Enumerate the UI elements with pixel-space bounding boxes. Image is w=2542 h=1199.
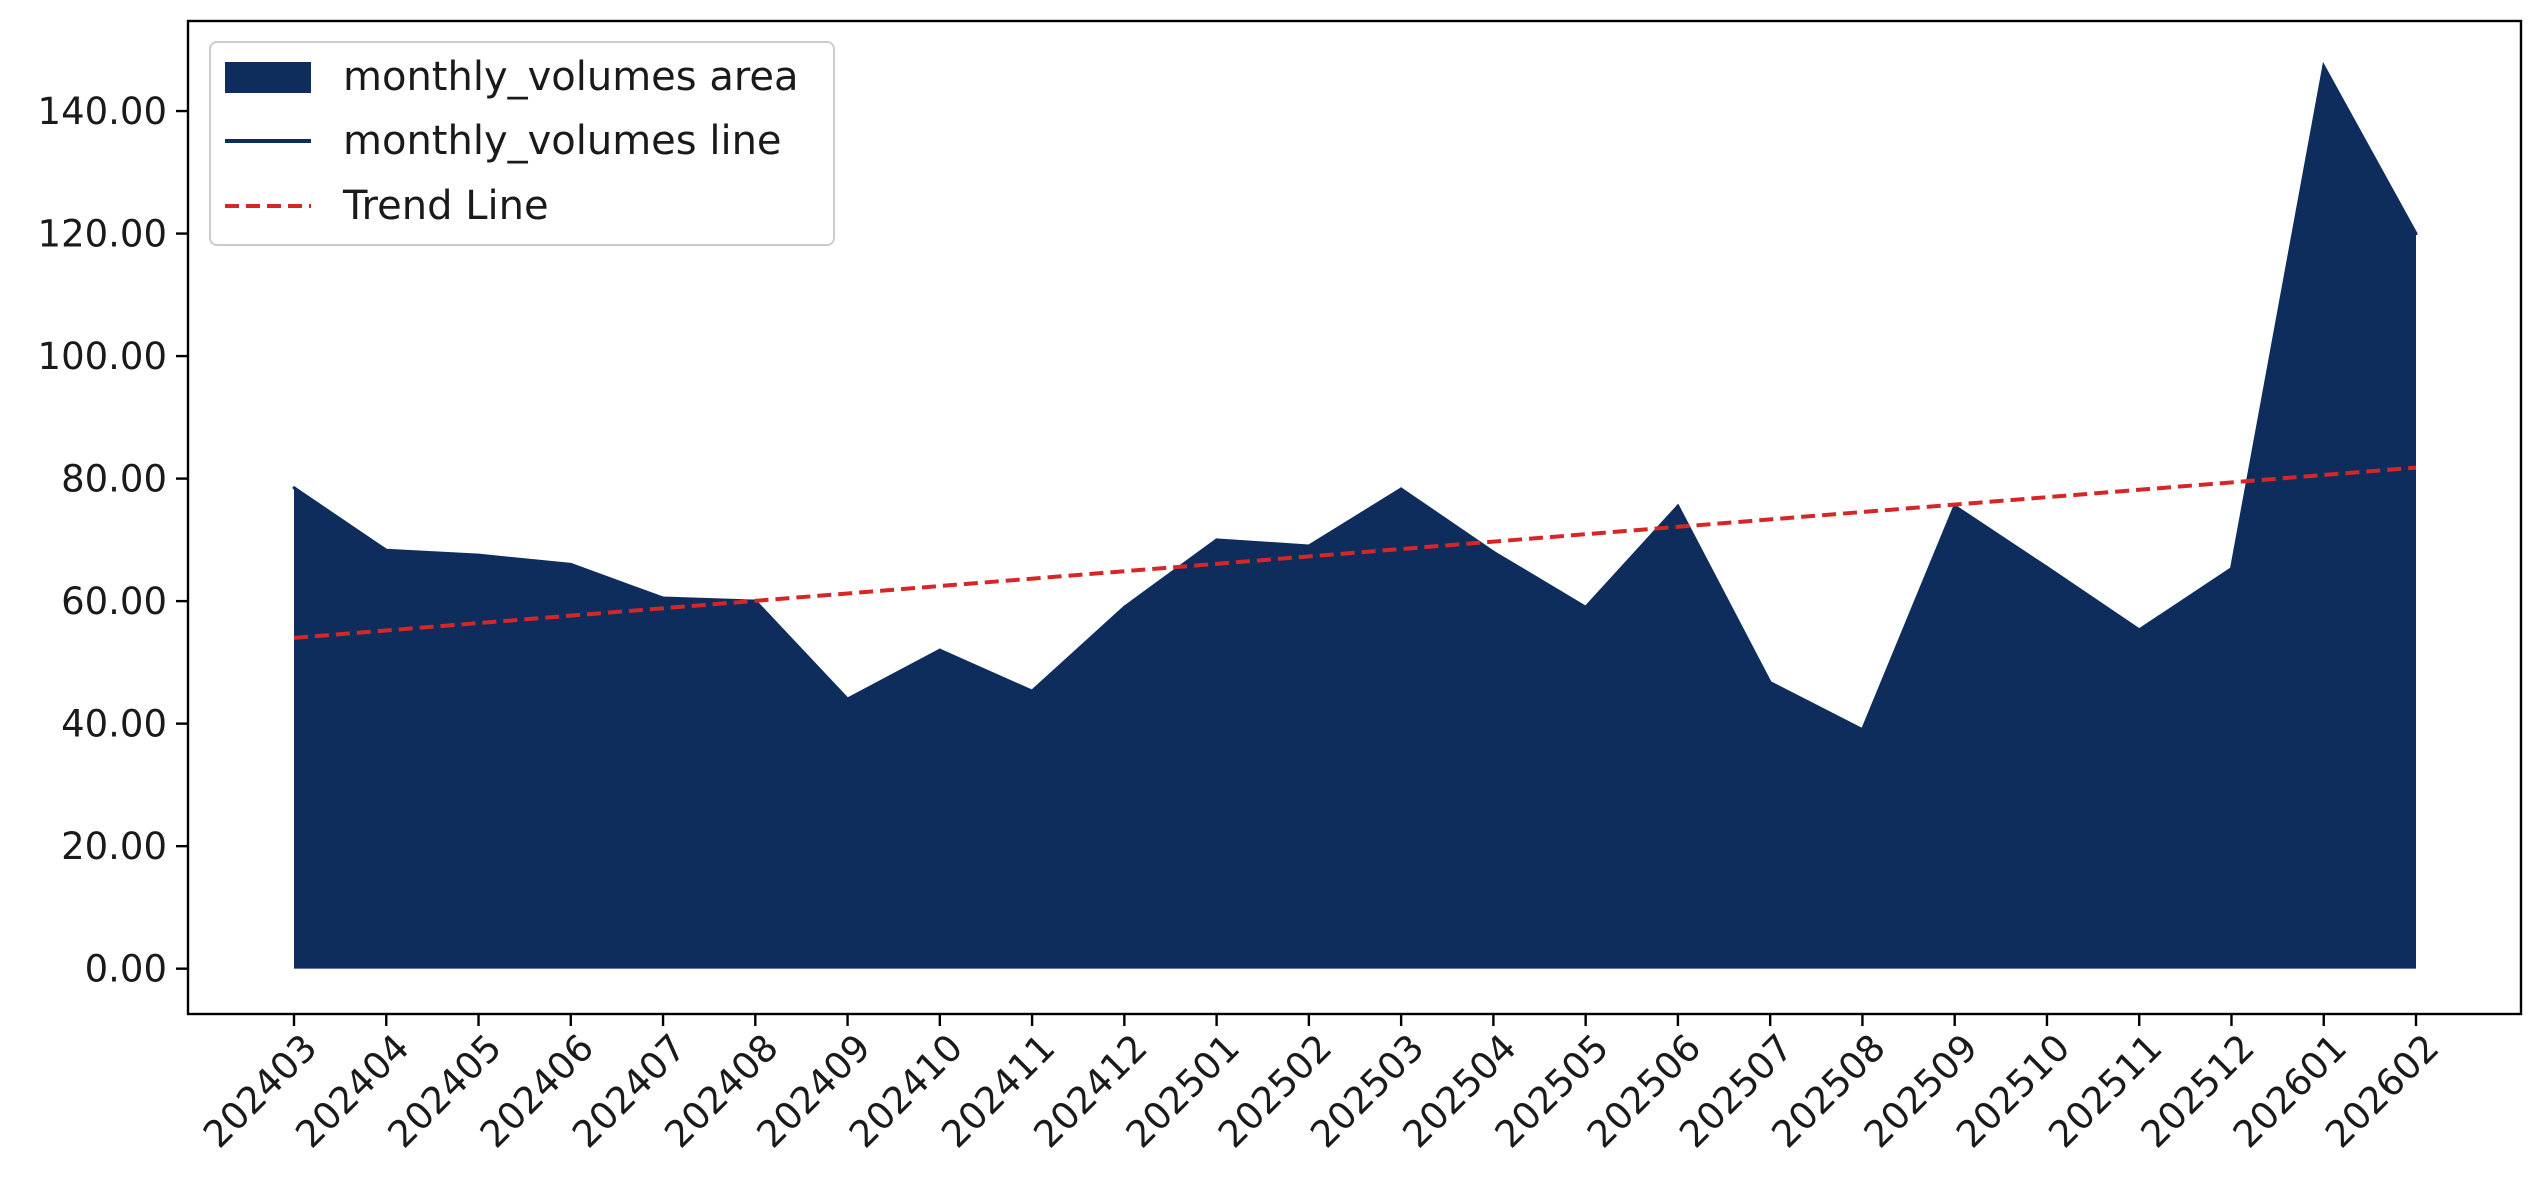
legend-box: [209, 41, 835, 246]
data-point: [2229, 567, 2233, 571]
trend-line: [293, 465, 2417, 640]
y-tick-label: 140.00: [38, 90, 167, 133]
legend-label-area: monthly_volumes area: [343, 54, 799, 100]
data-point: [661, 596, 665, 600]
plot-frame: [186, 19, 2523, 1016]
legend-swatch-area: [225, 62, 311, 93]
data-point: [2137, 628, 2141, 632]
data-point: [569, 562, 573, 566]
data-point: [2414, 232, 2418, 236]
data-point: [1491, 550, 1495, 554]
data-point: [1399, 487, 1403, 491]
line-series-monthly-volumes: [293, 61, 2418, 732]
data-point: [938, 648, 942, 652]
data-point: [1030, 689, 1034, 693]
data-point: [2322, 64, 2326, 68]
data-point: [384, 548, 388, 552]
data-point: [1768, 681, 1772, 685]
data-point: [846, 697, 850, 701]
legend-label-trend: Trend Line: [342, 183, 549, 229]
data-point: [477, 553, 481, 557]
data-point: [292, 486, 296, 490]
y-tick-label: 20.00: [61, 825, 167, 868]
y-tick-label: 80.00: [61, 458, 167, 501]
y-tick-label: 100.00: [38, 335, 167, 378]
legend: monthly_volumes area monthly_volumes line…: [209, 41, 835, 246]
y-tick-label: 60.00: [61, 580, 167, 623]
data-point: [1860, 728, 1864, 732]
data-point: [2045, 565, 2049, 569]
data-point: [1122, 605, 1126, 609]
y-tick-label: 0.00: [85, 948, 167, 991]
data-point: [1307, 544, 1311, 548]
data-point: [1215, 538, 1219, 542]
data-point: [1584, 605, 1588, 609]
y-tick-label: 40.00: [61, 703, 167, 746]
data-point: [1676, 504, 1680, 508]
y-tick-label: 120.00: [38, 213, 167, 256]
legend-label-line: monthly_volumes line: [343, 118, 782, 164]
